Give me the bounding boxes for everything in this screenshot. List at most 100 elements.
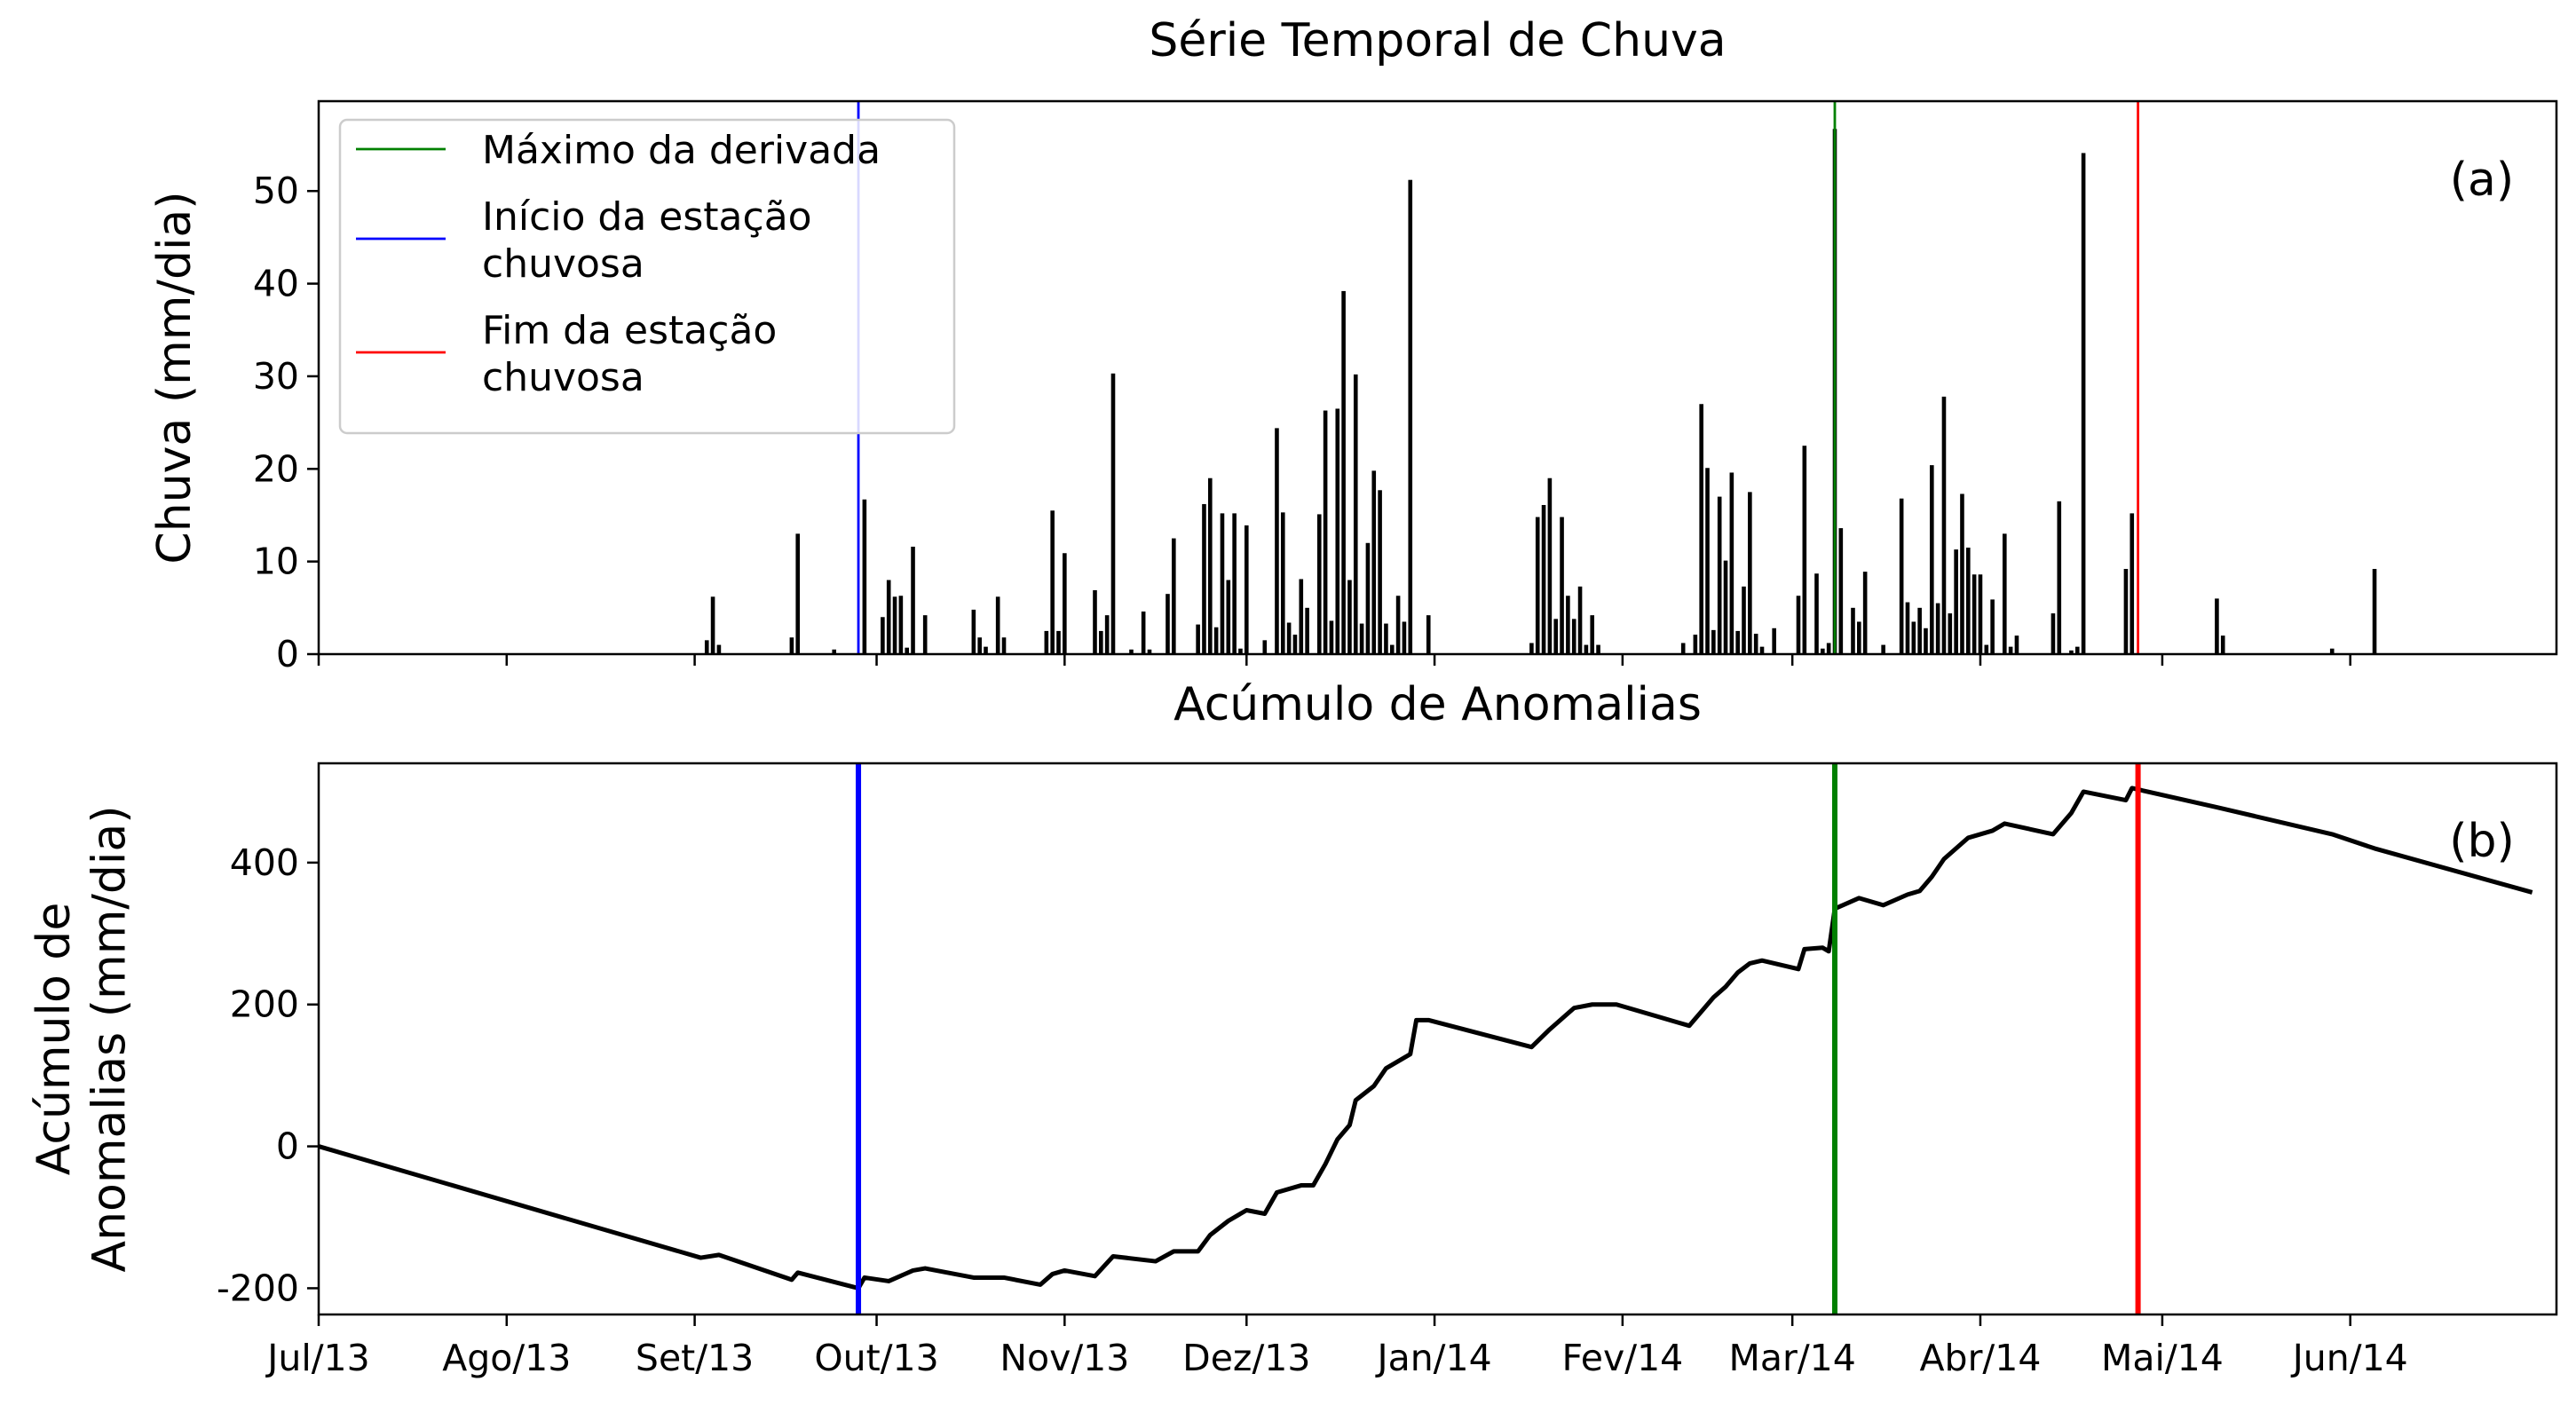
bar (1196, 624, 1200, 654)
bar (1220, 513, 1225, 654)
bar (1753, 634, 1758, 654)
bar (1244, 525, 1249, 654)
bar (1960, 493, 1964, 654)
x-tick-label: Mar/14 (1728, 1337, 1855, 1379)
legend-box (338, 118, 956, 435)
bar (2057, 501, 2062, 654)
bar (1930, 465, 1934, 654)
bar (905, 647, 910, 654)
bar (922, 615, 928, 654)
bar (1305, 607, 1309, 654)
bar (1705, 468, 1710, 654)
bar (1729, 472, 1734, 654)
bar (1911, 621, 1916, 654)
bar (1063, 553, 1067, 654)
bar (1529, 643, 1534, 654)
bar (2014, 635, 2019, 654)
plot-frame (317, 762, 2558, 1316)
bar (704, 640, 709, 654)
bar (1584, 644, 1589, 654)
x-tick-label: Jul/13 (265, 1337, 369, 1379)
bar (1341, 290, 1346, 654)
x-tick-label: Out/13 (814, 1337, 938, 1379)
bar (1851, 607, 1855, 654)
bar (1905, 602, 1910, 654)
bar (2329, 648, 2335, 654)
bar (1238, 648, 1243, 654)
x-tick-label: Jan/14 (1374, 1337, 1491, 1379)
bar (984, 646, 988, 654)
bar (1395, 596, 1401, 654)
bar (1292, 635, 1298, 654)
bar (898, 596, 904, 654)
x-tick-label: Mai/14 (2101, 1337, 2224, 1379)
bar (1329, 620, 1334, 654)
legend-label: Fim da estação chuvosa (482, 308, 777, 400)
bar (1104, 615, 1110, 654)
y-tick-label: 30 (253, 355, 299, 398)
bar (1590, 615, 1595, 654)
legend: Máximo da derivada Início da estação chuvo… (338, 118, 956, 435)
bar (1262, 640, 1268, 654)
bar (1935, 603, 1940, 654)
bar (1226, 580, 1231, 654)
bar (1566, 596, 1570, 654)
bar (1208, 478, 1213, 654)
bar (1408, 179, 1413, 654)
y-tick-label: 0 (276, 633, 299, 675)
bar (1577, 586, 1583, 654)
plot-frame (317, 99, 2558, 656)
bar (1560, 517, 1564, 654)
bar (1553, 619, 1559, 654)
x-tick-label: Dez/13 (1182, 1337, 1310, 1379)
bar (1899, 498, 1904, 654)
bar (1359, 623, 1364, 654)
x-tick-label: Set/13 (636, 1337, 754, 1379)
annotation: (b) (2449, 815, 2515, 868)
bar (2051, 613, 2056, 654)
bar (789, 637, 794, 654)
bar (1759, 646, 1765, 654)
bar (1050, 510, 1055, 654)
bar (1699, 404, 1703, 654)
bar (971, 609, 976, 654)
x-tick-label: Jun/14 (2290, 1337, 2408, 1379)
y-tick-label: 40 (253, 263, 299, 305)
y-tick-label: 0 (276, 1125, 299, 1168)
bar (1814, 573, 1819, 654)
bar (1389, 644, 1395, 654)
bar (1056, 630, 1061, 654)
bar (1323, 410, 1328, 654)
bar (1547, 478, 1553, 654)
bar (1232, 513, 1237, 654)
bar (1213, 627, 1219, 654)
bar (1426, 615, 1431, 654)
bar (1984, 644, 1989, 654)
chart-title: Série Temporal de Chuva (1149, 14, 1726, 67)
legend-label: Máximo da derivada (482, 128, 881, 173)
bar (716, 644, 722, 654)
bar (1378, 490, 1382, 654)
bar (1141, 611, 1146, 654)
bar (1862, 572, 1868, 654)
bar (1978, 574, 1983, 654)
bar (1275, 428, 1279, 654)
bar (1316, 514, 1322, 654)
bar (1735, 630, 1740, 654)
bar (995, 596, 1000, 654)
bar (2074, 646, 2080, 654)
bar (1881, 644, 1885, 654)
bar (1772, 628, 1776, 654)
bar (832, 649, 837, 654)
y-tick-label: 400 (230, 841, 299, 884)
bar (1717, 496, 1722, 654)
x-tick-label: Fev/14 (1561, 1337, 1683, 1379)
bar (2002, 533, 2007, 654)
bar (1972, 574, 1977, 654)
bar (1857, 621, 1861, 654)
legend-label: Início da estação chuvosa (482, 194, 812, 287)
bar (1954, 549, 1958, 654)
bar (1802, 446, 1807, 654)
bar (1571, 619, 1576, 654)
bar (1099, 630, 1103, 654)
